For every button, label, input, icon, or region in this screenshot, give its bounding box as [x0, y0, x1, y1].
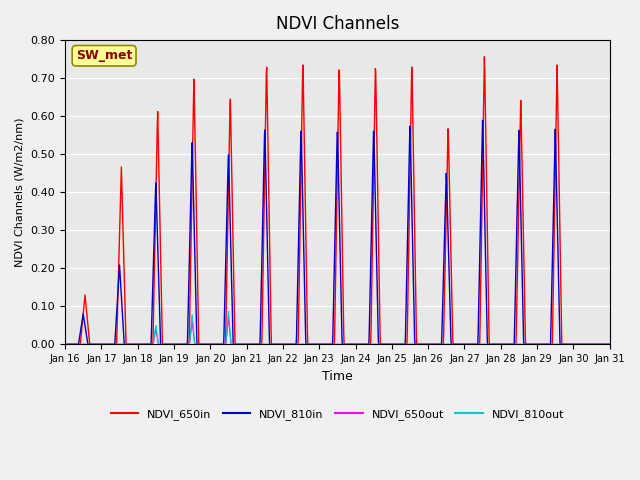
NDVI_810out: [61, 341, 69, 347]
Text: SW_met: SW_met: [76, 49, 132, 62]
NDVI_650in: [61, 341, 69, 347]
NDVI_650out: [125, 341, 133, 347]
Title: NDVI Channels: NDVI Channels: [276, 15, 399, 33]
Line: NDVI_810in: NDVI_810in: [65, 120, 610, 344]
NDVI_650in: [314, 341, 321, 347]
NDVI_650out: [372, 341, 380, 347]
NDVI_810in: [479, 118, 486, 123]
NDVI_650in: [606, 341, 614, 347]
NDVI_650out: [304, 341, 312, 347]
NDVI_810out: [606, 341, 614, 347]
NDVI_810in: [61, 341, 69, 347]
Line: NDVI_650in: NDVI_650in: [65, 57, 610, 344]
Line: NDVI_650out: NDVI_650out: [65, 319, 610, 344]
NDVI_650out: [103, 341, 111, 347]
NDVI_810out: [372, 341, 380, 347]
NDVI_650in: [303, 329, 311, 335]
Legend: NDVI_650in, NDVI_810in, NDVI_650out, NDVI_810out: NDVI_650in, NDVI_810in, NDVI_650out, NDV…: [106, 405, 569, 424]
NDVI_650in: [125, 341, 133, 347]
NDVI_810out: [225, 309, 232, 314]
Line: NDVI_810out: NDVI_810out: [65, 312, 610, 344]
X-axis label: Time: Time: [322, 370, 353, 383]
Y-axis label: NDVI Channels (W/m2/nm): NDVI Channels (W/m2/nm): [15, 118, 25, 267]
NDVI_810in: [303, 341, 311, 347]
NDVI_810in: [606, 341, 614, 347]
NDVI_810out: [103, 341, 111, 347]
NDVI_650in: [292, 341, 300, 347]
NDVI_650out: [225, 316, 232, 322]
NDVI_810in: [371, 181, 379, 187]
NDVI_810out: [314, 341, 321, 347]
NDVI_810in: [103, 341, 111, 347]
NDVI_810out: [125, 341, 133, 347]
NDVI_650out: [292, 341, 300, 347]
NDVI_650out: [314, 341, 321, 347]
NDVI_810in: [314, 341, 321, 347]
NDVI_650out: [61, 341, 69, 347]
NDVI_650in: [481, 54, 488, 60]
NDVI_810out: [292, 341, 300, 347]
NDVI_810in: [292, 341, 300, 347]
NDVI_810out: [304, 341, 312, 347]
NDVI_650in: [371, 88, 379, 94]
NDVI_810in: [125, 341, 133, 347]
NDVI_650out: [606, 341, 614, 347]
NDVI_650in: [103, 341, 111, 347]
